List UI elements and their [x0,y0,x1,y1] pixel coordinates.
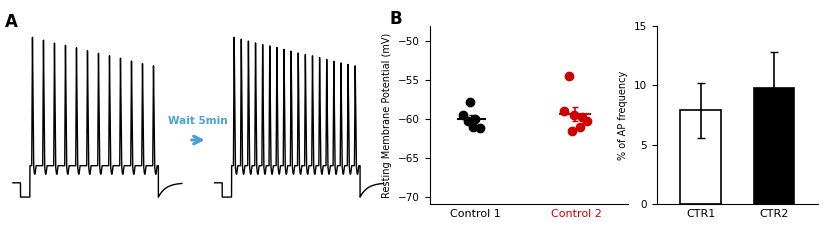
Point [557,109,570,113]
Text: Wait 5min: Wait 5min [169,116,228,126]
Point [576,116,589,119]
Point [463,100,477,104]
Text: B: B [390,10,402,28]
Point [567,113,581,117]
Point [467,125,480,129]
Point [581,119,594,123]
Point [565,129,578,133]
Point [474,126,487,130]
Point [563,74,576,78]
Point [573,125,586,129]
Y-axis label: % of AP frequency: % of AP frequency [618,70,628,160]
Bar [753,88,794,204]
Bar [681,110,721,204]
Text: A: A [4,13,17,31]
Point [468,117,482,121]
Y-axis label: Resting Membrane Potential (mV): Resting Membrane Potential (mV) [382,32,392,198]
Point [457,113,470,117]
Point [462,119,475,123]
